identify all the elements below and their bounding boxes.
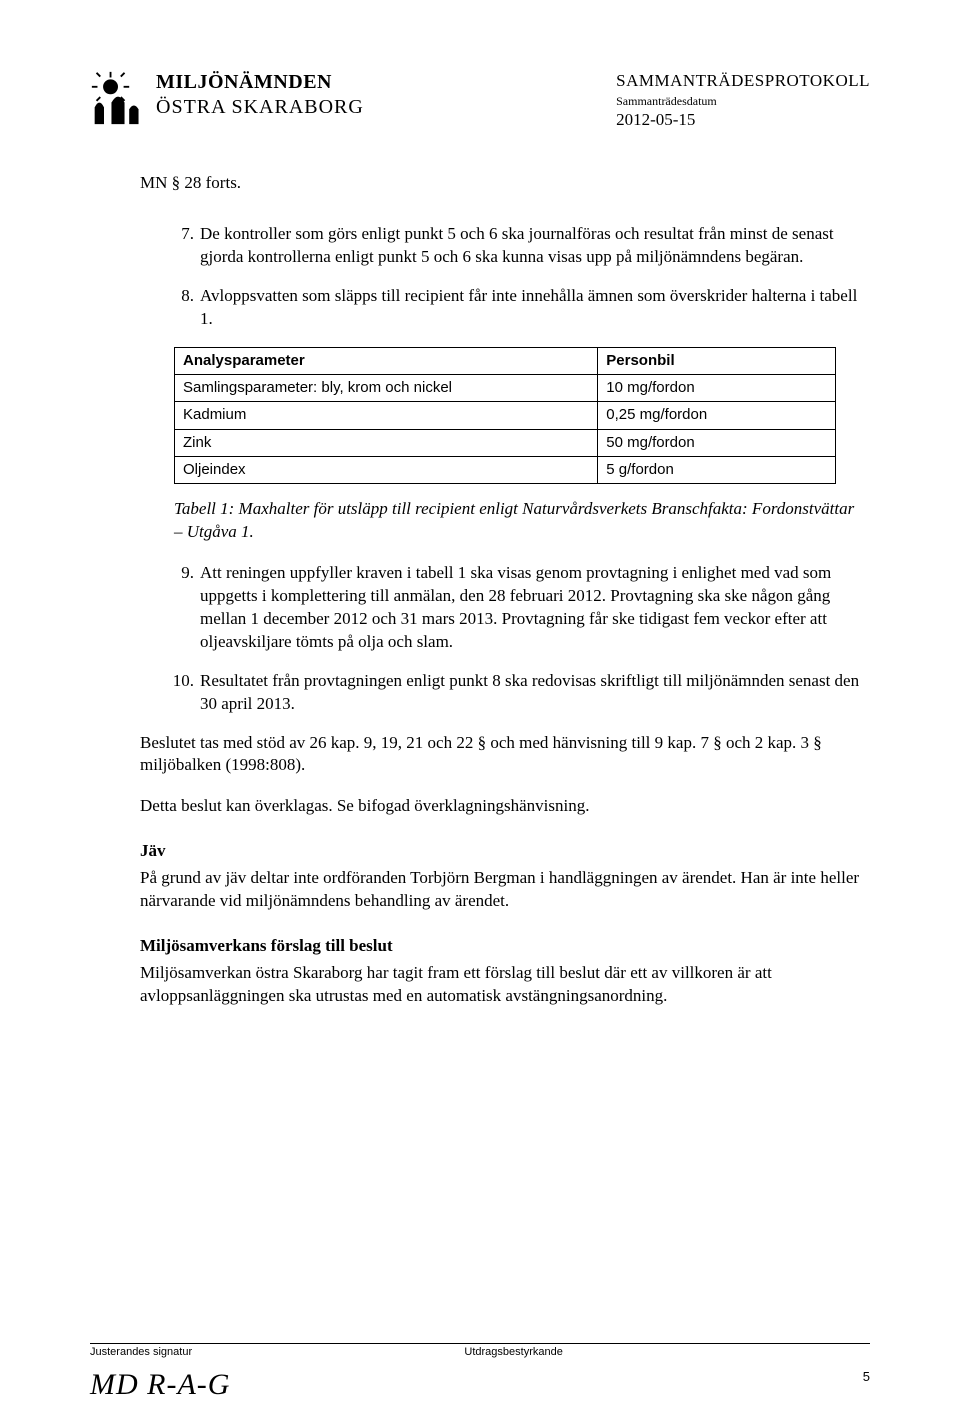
org-name-1: MILJÖNÄMNDEN — [156, 70, 364, 95]
footer-right-label: Utdragsbestyrkande — [464, 1346, 870, 1358]
list-item-7: 7. De kontroller som görs enligt punkt 5… — [166, 223, 860, 269]
numbered-list-cont: 9. Att reningen uppfyller kraven i tabel… — [166, 562, 860, 716]
cell-param: Kadmium — [175, 402, 598, 429]
list-item-8: 8. Avloppsvatten som släpps till recipie… — [166, 285, 860, 331]
table-row: Oljeindex 5 g/fordon — [175, 456, 836, 483]
table-row: Zink 50 mg/fordon — [175, 429, 836, 456]
col-header-1: Analysparameter — [175, 347, 598, 374]
table-row: Kadmium 0,25 mg/fordon — [175, 402, 836, 429]
col-header-2: Personbil — [598, 347, 836, 374]
document-body: MN § 28 forts. 7. De kontroller som görs… — [140, 172, 860, 1008]
table-row: Samlingsparameter: bly, krom och nickel … — [175, 375, 836, 402]
cell-value: 5 g/fordon — [598, 456, 836, 483]
cell-value: 10 mg/fordon — [598, 375, 836, 402]
list-num: 9. — [166, 562, 200, 654]
para-stod: Beslutet tas med stöd av 26 kap. 9, 19, … — [140, 732, 860, 778]
list-item-10: 10. Resultatet från provtagningen enligt… — [166, 670, 860, 716]
cell-param: Samlingsparameter: bly, krom och nickel — [175, 375, 598, 402]
page-footer: Justerandes signatur Utdragsbestyrkande … — [90, 1343, 870, 1358]
list-item-9: 9. Att reningen uppfyller kraven i tabel… — [166, 562, 860, 654]
header-left: MILJÖNÄMNDEN ÖSTRA SKARABORG — [90, 70, 364, 126]
doc-date: 2012-05-15 — [616, 109, 870, 132]
list-text: De kontroller som görs enligt punkt 5 oc… — [200, 223, 860, 269]
footer-line: Justerandes signatur Utdragsbestyrkande — [90, 1343, 870, 1358]
list-text: Att reningen uppfyller kraven i tabell 1… — [200, 562, 860, 654]
org-name-2: ÖSTRA SKARABORG — [156, 95, 364, 120]
date-label: Sammanträdesdatum — [616, 93, 870, 109]
doc-type: SAMMANTRÄDESPROTOKOLL — [616, 70, 870, 93]
mn-reference: MN § 28 forts. — [140, 172, 860, 195]
numbered-list: 7. De kontroller som görs enligt punkt 5… — [166, 223, 860, 331]
footer-left-label: Justerandes signatur — [90, 1346, 464, 1358]
jav-text: På grund av jäv deltar inte ordföranden … — [140, 867, 860, 913]
list-num: 10. — [166, 670, 200, 716]
cell-param: Oljeindex — [175, 456, 598, 483]
list-text: Avloppsvatten som släpps till recipient … — [200, 285, 860, 331]
signature-mark: MD R-A-G — [90, 1368, 230, 1402]
page-number: 5 — [863, 1369, 870, 1384]
header-right: SAMMANTRÄDESPROTOKOLL Sammanträdesdatum … — [616, 70, 870, 132]
list-num: 7. — [166, 223, 200, 269]
table-header-row: Analysparameter Personbil — [175, 347, 836, 374]
table-caption: Tabell 1: Maxhalter för utsläpp till rec… — [174, 498, 860, 544]
sun-tree-logo-icon — [90, 70, 146, 126]
cell-value: 50 mg/fordon — [598, 429, 836, 456]
para-overklag: Detta beslut kan överklagas. Se bifogad … — [140, 795, 860, 818]
organization-block: MILJÖNÄMNDEN ÖSTRA SKARABORG — [156, 70, 364, 120]
list-num: 8. — [166, 285, 200, 331]
document-header: MILJÖNÄMNDEN ÖSTRA SKARABORG SAMMANTRÄDE… — [90, 70, 870, 132]
forslag-text: Miljösamverkan östra Skaraborg har tagit… — [140, 962, 860, 1008]
cell-param: Zink — [175, 429, 598, 456]
jav-heading: Jäv — [140, 840, 860, 863]
list-text: Resultatet från provtagningen enligt pun… — [200, 670, 860, 716]
analysis-table: Analysparameter Personbil Samlingsparame… — [174, 347, 836, 484]
cell-value: 0,25 mg/fordon — [598, 402, 836, 429]
forslag-heading: Miljösamverkans förslag till beslut — [140, 935, 860, 958]
